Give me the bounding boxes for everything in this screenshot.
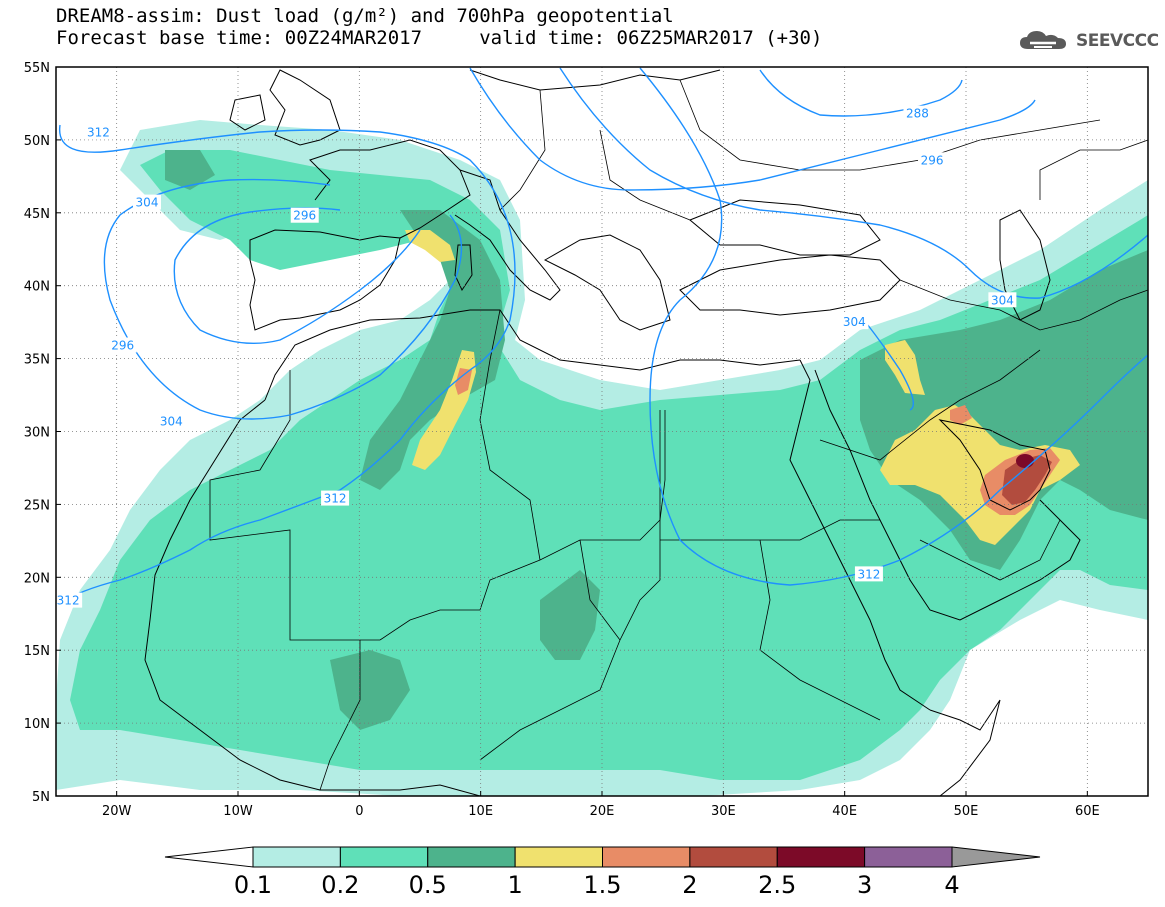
latitude-labels: 55N 50N 45N 40N 35N 30N 25N 20N 15N 10N 5N: [24, 61, 61, 805]
lat-label: 40N: [24, 280, 50, 295]
lat-label: 10N: [24, 717, 50, 732]
country-borders: [209, 79, 1148, 791]
contour-label: 312: [87, 126, 110, 140]
dust-load-field: [56, 120, 1148, 796]
lat-label: 5N: [32, 790, 50, 805]
lon-label: 0: [355, 804, 363, 819]
lat-label: 25N: [24, 498, 50, 513]
colorbar-label: 1: [507, 871, 522, 899]
lat-label: 30N: [24, 426, 50, 441]
logo-text: SEEVCCC: [1076, 31, 1159, 51]
colorbar-segment: [602, 846, 691, 868]
longitude-labels: 20W 10W 0 10E 20E 30E 40E 50E 60E: [102, 791, 1100, 819]
forecast-time-line: Forecast base time: 00Z24MAR2017 valid t…: [56, 27, 823, 49]
colorbar-label: 0.1: [234, 871, 272, 899]
dust-region-darkred: [1016, 454, 1034, 468]
lon-label: 30E: [711, 804, 736, 819]
contour-label: 288: [906, 107, 929, 121]
contour-label-bg: [157, 413, 186, 429]
contour-304-mid: [859, 314, 914, 411]
contour-label: 304: [160, 414, 183, 428]
cloud-logo-icon: [1020, 31, 1066, 49]
contour-304-east: [559, 67, 1148, 299]
colorbar-segment: [514, 846, 603, 868]
contour-label-bg: [133, 194, 161, 210]
contour-label: 296: [111, 338, 134, 352]
colorbar-label: 0.2: [321, 871, 359, 899]
lon-label: 50E: [954, 804, 979, 819]
lat-label: 50N: [24, 134, 50, 149]
colorbar-segment: [689, 846, 778, 868]
contour-label-bg: [290, 207, 319, 223]
contour-label-bg: [988, 292, 1017, 308]
contour-label-bg: [108, 337, 137, 353]
lat-label: 55N: [24, 61, 50, 76]
contour-label: 296: [921, 153, 944, 167]
colorbar-label: 2: [682, 871, 697, 899]
lat-label: 15N: [24, 644, 50, 659]
lon-label: 40E: [832, 804, 857, 819]
colorbar-segment: [339, 846, 429, 868]
lat-label: 20N: [24, 571, 50, 586]
colorbar-segment: [252, 846, 341, 868]
lon-label: 20E: [590, 804, 615, 819]
contour-312-east: [639, 67, 1148, 586]
contour-label: 304: [136, 196, 159, 210]
contour-296-east: [469, 67, 1036, 191]
lon-label: 10W: [223, 804, 253, 819]
contour-label-bg: [903, 105, 932, 121]
contour-label: 312: [857, 567, 880, 581]
geopotential-contours: [56, 67, 1148, 606]
map-area: 312 304 296 296 304 312 312 288 296 304 304 312: [56, 67, 1148, 796]
contour-labels: 312 304 296 296 304 312 312 288 296 304 304 312: [56, 105, 1017, 608]
contour-312-north: [56, 124, 516, 606]
chart-title: DREAM8-assim: Dust load (g/m²) and 700hP…: [56, 5, 674, 27]
contour-label: 312: [57, 594, 80, 608]
contour-304-west: [103, 178, 463, 420]
contour-label: 304: [843, 315, 866, 329]
contour-label-bg: [918, 152, 947, 168]
colorbar-high-triangle: [951, 846, 1041, 868]
colorbar-segment: [776, 846, 866, 868]
graticule: [56, 67, 1148, 796]
contour-label: 312: [324, 492, 347, 506]
contour-label: 296: [293, 209, 316, 223]
lon-label: 60E: [1075, 804, 1100, 819]
lat-label: 45N: [24, 207, 50, 222]
contour-label-bg: [56, 592, 83, 608]
contour-label-bg: [84, 124, 113, 140]
contour-label-bg: [854, 566, 883, 582]
colorbar-label: 3: [857, 871, 872, 899]
contour-296-west: [173, 207, 421, 344]
lon-label: 20W: [102, 804, 132, 819]
contour-label-bg: [321, 490, 350, 506]
contour-label-bg: [840, 314, 869, 330]
colorbar-label: 4: [944, 871, 959, 899]
lon-label: 10E: [468, 804, 493, 819]
lat-label: 35N: [24, 353, 50, 368]
contour-label: 304: [991, 293, 1014, 307]
dust-region-medium: [70, 150, 1148, 780]
colorbar-segment: [427, 846, 516, 868]
colorbar-segment: [864, 846, 953, 868]
colorbar-label: 0.5: [409, 871, 447, 899]
colorbar-label: 1.5: [583, 871, 621, 899]
seevccc-logo: SEEVCCC: [1018, 28, 1159, 54]
colorbar-label: 2.5: [758, 871, 796, 899]
contour-288-east: [759, 69, 963, 117]
colorbar-low-triangle: [164, 846, 254, 868]
colorbar: 0.1 0.2 0.5 1 1.5 2 2.5 3 4: [164, 846, 1041, 899]
coastlines: [144, 69, 1081, 796]
dust-region-brown: [1002, 455, 1052, 505]
